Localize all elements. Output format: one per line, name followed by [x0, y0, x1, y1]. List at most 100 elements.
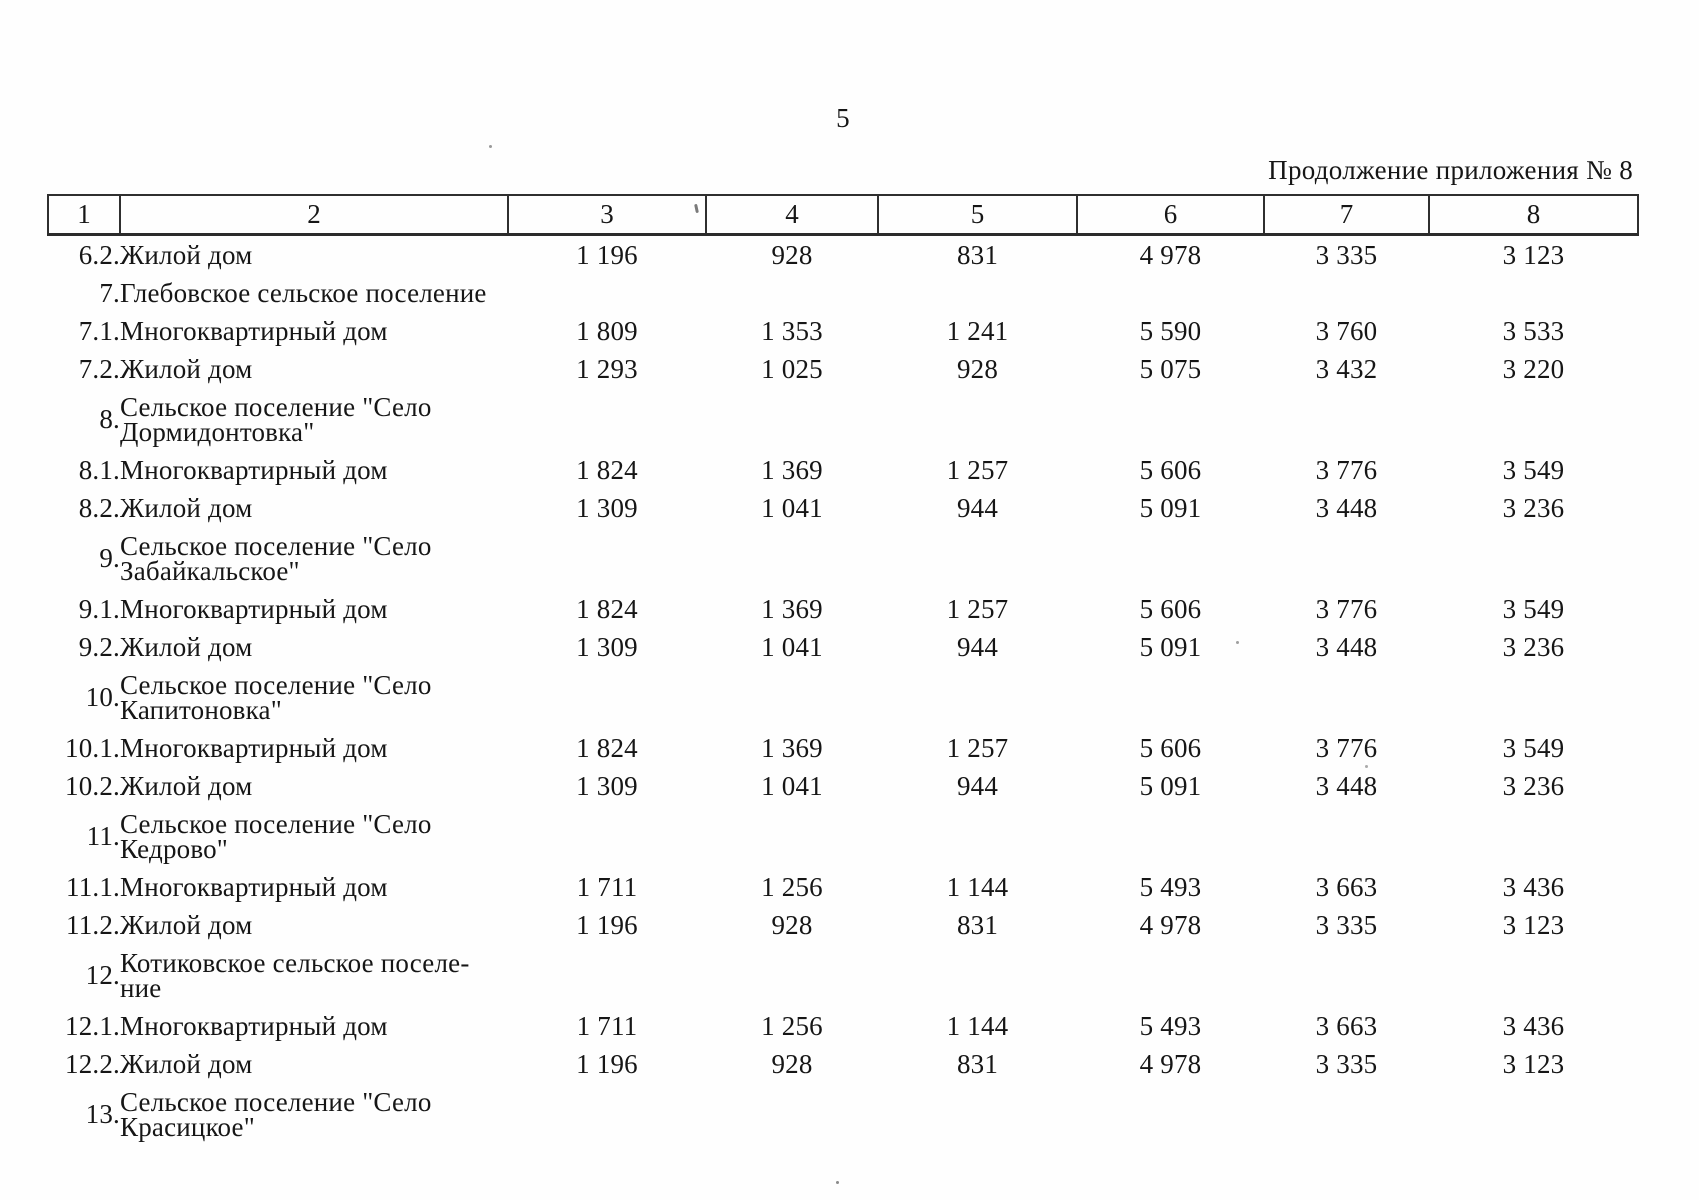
row-value: 4 978 — [1139, 239, 1202, 270]
row-name-line: Многоквартирный дом — [120, 1010, 388, 1041]
row-name-line: Котиковское сельское поселе- — [120, 947, 470, 978]
row-value: 3 436 — [1502, 1010, 1565, 1041]
row-value: 831 — [956, 239, 999, 270]
row-value: 944 — [956, 631, 999, 662]
row-value: 944 — [956, 492, 999, 523]
row-name-line: Многоквартирный дом — [120, 732, 388, 763]
row-value: 3 335 — [1315, 1048, 1378, 1079]
row-value: 831 — [956, 1048, 999, 1079]
row-name: Сельское поселение "Село Красицкое" — [120, 1083, 508, 1146]
row-name: Жилой дом — [120, 767, 508, 805]
row-value: 3 533 — [1502, 315, 1565, 346]
table-row: 10. Сельское поселение "Село Капитоновка" — [48, 666, 1638, 729]
row-value: 3 448 — [1315, 492, 1378, 523]
row-value: 1 144 — [946, 871, 1009, 902]
row-value: 1 824 — [576, 454, 638, 485]
table-row: 7. Глебовское сельское поселение — [48, 274, 1638, 312]
row-value: 3 236 — [1502, 770, 1565, 801]
row-name: Сельское поселение "Село Забайкальское" — [120, 527, 508, 590]
row-value — [508, 1083, 706, 1146]
row-value: 1 309 — [576, 631, 638, 662]
row-value — [1077, 274, 1264, 312]
row-name-line: Жилой дом — [120, 1048, 253, 1079]
row-number: 11. — [86, 821, 120, 851]
row-value — [1264, 527, 1429, 590]
table-row: 11.2. Жилой дом 1 196 928 831 4 978 3 33… — [48, 906, 1638, 944]
row-value: 1 293 — [576, 353, 638, 384]
row-value — [878, 388, 1077, 451]
table-row: 10.1. Многоквартирный дом 1 824 1 369 1 … — [48, 729, 1638, 767]
row-value: 3 236 — [1502, 631, 1565, 662]
row-value: 1 809 — [576, 315, 638, 346]
row-value: 944 — [956, 770, 999, 801]
row-name: Сельское поселение "Село Кедрово" — [120, 805, 508, 868]
row-value: 3 335 — [1315, 239, 1378, 270]
row-value: 4 978 — [1139, 909, 1202, 940]
row-number: 9.1. — [78, 593, 120, 624]
row-name-line: Сельское поселение "Село — [120, 808, 432, 839]
row-value: 1 824 — [576, 732, 638, 763]
table-row: 12.1. Многоквартирный дом 1 711 1 256 1 … — [48, 1007, 1638, 1045]
row-number: 11.2. — [66, 909, 120, 940]
row-value — [508, 666, 706, 729]
row-value — [706, 388, 878, 451]
row-value — [878, 1083, 1077, 1146]
row-value — [706, 1083, 878, 1146]
header-row: 1 2 3 4 5 6 7 8 — [47, 194, 1639, 236]
row-value: 1 241 — [946, 315, 1009, 346]
table-row: 9.1. Многоквартирный дом 1 824 1 369 1 2… — [48, 590, 1638, 628]
table-row: 7.1. Многоквартирный дом 1 809 1 353 1 2… — [48, 312, 1638, 350]
row-value — [1077, 666, 1264, 729]
row-value: 3 123 — [1502, 909, 1565, 940]
row-number: 8. — [99, 404, 120, 434]
table-row: 8.1. Многоквартирный дом 1 824 1 369 1 2… — [48, 451, 1638, 489]
row-value — [1264, 666, 1429, 729]
row-name-line: Кедрово" — [120, 833, 229, 864]
row-value — [1264, 388, 1429, 451]
row-value: 3 549 — [1502, 593, 1565, 624]
row-value — [1077, 944, 1264, 1007]
row-number: 7. — [99, 277, 120, 308]
row-number: 6.2. — [78, 239, 120, 270]
row-value: 928 — [956, 353, 999, 384]
table-header: 1 2 3 4 5 6 7 8 — [47, 194, 1639, 236]
row-name-line: Многоквартирный дом — [120, 871, 388, 902]
row-value: 5 075 — [1139, 353, 1202, 384]
row-name-line: Капитоновка" — [120, 694, 282, 725]
row-value — [706, 805, 878, 868]
table-row: 12. Котиковское сельское поселе-ние — [48, 944, 1638, 1007]
row-name-line: Жилой дом — [120, 631, 253, 662]
row-value — [1429, 805, 1638, 868]
row-value — [1077, 805, 1264, 868]
row-name-line: Жилой дом — [120, 353, 253, 384]
row-value — [706, 274, 878, 312]
row-value: 1 711 — [576, 1010, 638, 1041]
row-value: 928 — [771, 1048, 813, 1079]
row-number: 13. — [85, 1099, 120, 1129]
table-row: 9. Сельское поселение "Село Забайкальское… — [48, 527, 1638, 590]
row-value: 1 353 — [761, 315, 823, 346]
row-value — [878, 527, 1077, 590]
row-value: 928 — [771, 239, 813, 270]
row-name-line: Жилой дом — [120, 909, 253, 940]
row-name: Жилой дом — [120, 1045, 508, 1083]
row-value: 1 257 — [946, 593, 1009, 624]
row-name-line: Сельское поселение "Село — [120, 530, 432, 561]
row-value: 3 776 — [1315, 732, 1378, 763]
row-value: 5 590 — [1139, 315, 1202, 346]
row-value: 3 549 — [1502, 454, 1565, 485]
row-value: 5 606 — [1139, 732, 1202, 763]
row-value: 1 041 — [761, 492, 823, 523]
row-value — [878, 944, 1077, 1007]
row-name: Многоквартирный дом — [120, 590, 508, 628]
row-value: 1 196 — [576, 909, 638, 940]
table-row: 8.2. Жилой дом 1 309 1 041 944 5 091 3 4… — [48, 489, 1638, 527]
row-number: 10.1. — [65, 732, 120, 763]
row-value: 5 493 — [1139, 1010, 1202, 1041]
row-number: 12.2. — [65, 1048, 120, 1079]
row-value: 1 041 — [761, 770, 823, 801]
row-name: Многоквартирный дом — [120, 312, 508, 350]
row-name-line: Сельское поселение "Село — [120, 1086, 432, 1117]
row-name-line: Жилой дом — [120, 239, 253, 270]
